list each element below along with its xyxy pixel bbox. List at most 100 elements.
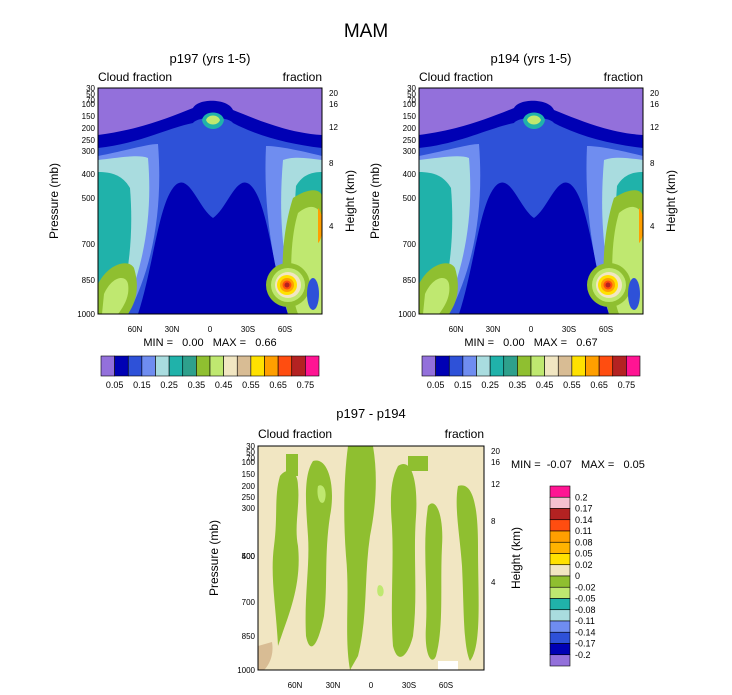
ytick: 500 [242, 552, 256, 561]
panel-title: p194 (yrs 1-5) [491, 51, 572, 66]
colorbar-swatch [549, 620, 571, 633]
xtick: 30N [165, 325, 180, 334]
colorbar-swatch [549, 530, 571, 543]
ytick-right: 8 [329, 159, 334, 168]
colorbar-swatch [557, 355, 573, 377]
colorbar-swatch [448, 355, 464, 377]
ytick: 150 [242, 470, 256, 479]
contour-field [419, 88, 643, 314]
min-max-stats: MIN = -0.07 MAX = 0.05 [511, 459, 645, 471]
colorbar-swatch [100, 355, 115, 377]
x-ticks: 60N 30N 0 30S 60S [449, 325, 613, 334]
ytick-right: 8 [491, 517, 496, 526]
ytick: 700 [82, 240, 96, 249]
colorbar-swatch [196, 355, 211, 377]
panel-difference: p197 - p194 Cloud fraction fraction 30 5… [207, 406, 645, 690]
ytick-right: 16 [491, 458, 500, 467]
ytick: 400 [242, 552, 256, 561]
ytick: 850 [403, 276, 417, 285]
ytick: 400 [403, 170, 417, 179]
ytick-right: 20 [491, 447, 500, 456]
colorbar-swatch [305, 355, 320, 377]
plot-frame [418, 87, 644, 315]
xtick: 60S [439, 681, 453, 690]
y-axis-label: Pressure (mb) [47, 163, 61, 239]
ytick-right: 16 [650, 100, 659, 109]
y-ticks: 30 50 70 100 150 200 250 300 400 500 700… [237, 442, 255, 675]
plot-frame [97, 87, 323, 315]
colorbar-swatch [598, 355, 614, 377]
colorbar-swatch [585, 355, 600, 377]
xtick: 30N [326, 681, 341, 690]
colorbar-swatch [571, 355, 586, 377]
y-ticks: 30 50 70 100 150 200 250 300 400 500 700… [398, 84, 416, 319]
ytick: 300 [242, 504, 256, 513]
colorbar-swatch [549, 654, 571, 667]
colorbar-swatch [114, 355, 129, 377]
ytick-right: 20 [329, 89, 338, 98]
ytick: 50 [86, 90, 95, 99]
figure-title: MAM [344, 21, 388, 42]
y-axis-label-right: Height (km) [664, 170, 678, 232]
colorbar-label: 0.05 [106, 380, 124, 390]
colorbar-label: 0.17 [575, 504, 593, 514]
y-axis-label: Pressure (mb) [207, 520, 221, 596]
colorbar-swatch [277, 355, 293, 377]
panel-p197: p197 (yrs 1-5) Cloud fraction fraction [47, 51, 357, 390]
y-ticks-right: 20 16 12 8 4 [491, 447, 500, 587]
colorbar-label: 0.15 [454, 380, 472, 390]
colorbar-label: 0.02 [575, 560, 593, 570]
colorbar-label: -0.08 [575, 605, 596, 615]
colorbar-swatch [549, 485, 571, 498]
colorbar-swatch [462, 355, 477, 377]
xtick: 30S [402, 681, 416, 690]
right-label: fraction [445, 427, 484, 441]
colorbar-swatch [549, 541, 571, 554]
colorbar-label: 0.05 [575, 549, 593, 559]
ytick: 1000 [237, 666, 255, 675]
ytick-right: 4 [650, 222, 655, 231]
ytick-right: 12 [491, 480, 500, 489]
min-max-stats: MIN = 0.00 MAX = 0.66 [143, 337, 276, 349]
ytick: 200 [403, 124, 417, 133]
xtick: 30S [241, 325, 255, 334]
colorbar-label: 0.25 [160, 380, 178, 390]
colorbar-label: -0.11 [575, 616, 595, 626]
colorbar-swatch [549, 496, 571, 509]
contour-field [98, 88, 322, 314]
ytick: 100 [403, 100, 417, 109]
colorbar-swatch [626, 355, 641, 377]
contour-field [258, 446, 484, 670]
colorbar-label: 0.35 [509, 380, 527, 390]
colorbar-label: 0.11 [575, 526, 592, 536]
panel-title: p197 (yrs 1-5) [170, 51, 251, 66]
colorbar-swatch [549, 564, 571, 577]
ytick-right: 12 [329, 123, 338, 132]
colorbar-swatch [291, 355, 306, 377]
ytick: 500 [82, 194, 96, 203]
right-label: fraction [283, 70, 322, 84]
ytick: 250 [242, 493, 256, 502]
colorbar: 0.20.170.140.110.080.050.020-0.02-0.05-0… [549, 485, 596, 667]
ytick: 70 [86, 96, 95, 105]
colorbar-swatch [155, 355, 170, 377]
ytick: 300 [82, 147, 96, 156]
colorbar-label: 0.05 [427, 380, 445, 390]
xtick: 0 [529, 325, 534, 334]
ytick: 700 [403, 240, 417, 249]
min-max-stats: MIN = 0.00 MAX = 0.67 [464, 337, 597, 349]
ytick: 30 [86, 84, 95, 93]
colorbar-swatch [421, 355, 436, 377]
colorbar-swatch [264, 355, 279, 377]
colorbar-label: -0.05 [575, 594, 596, 604]
colorbar-swatch [517, 355, 532, 377]
colorbar-swatch [549, 553, 571, 566]
colorbar-label: 0.55 [242, 380, 260, 390]
colorbar-swatch [544, 355, 559, 377]
ytick-right: 20 [650, 89, 659, 98]
colorbar-label: 0.45 [215, 380, 233, 390]
colorbar-swatch [503, 355, 518, 377]
colorbar-swatch [476, 355, 491, 377]
ytick: 1000 [398, 310, 416, 319]
